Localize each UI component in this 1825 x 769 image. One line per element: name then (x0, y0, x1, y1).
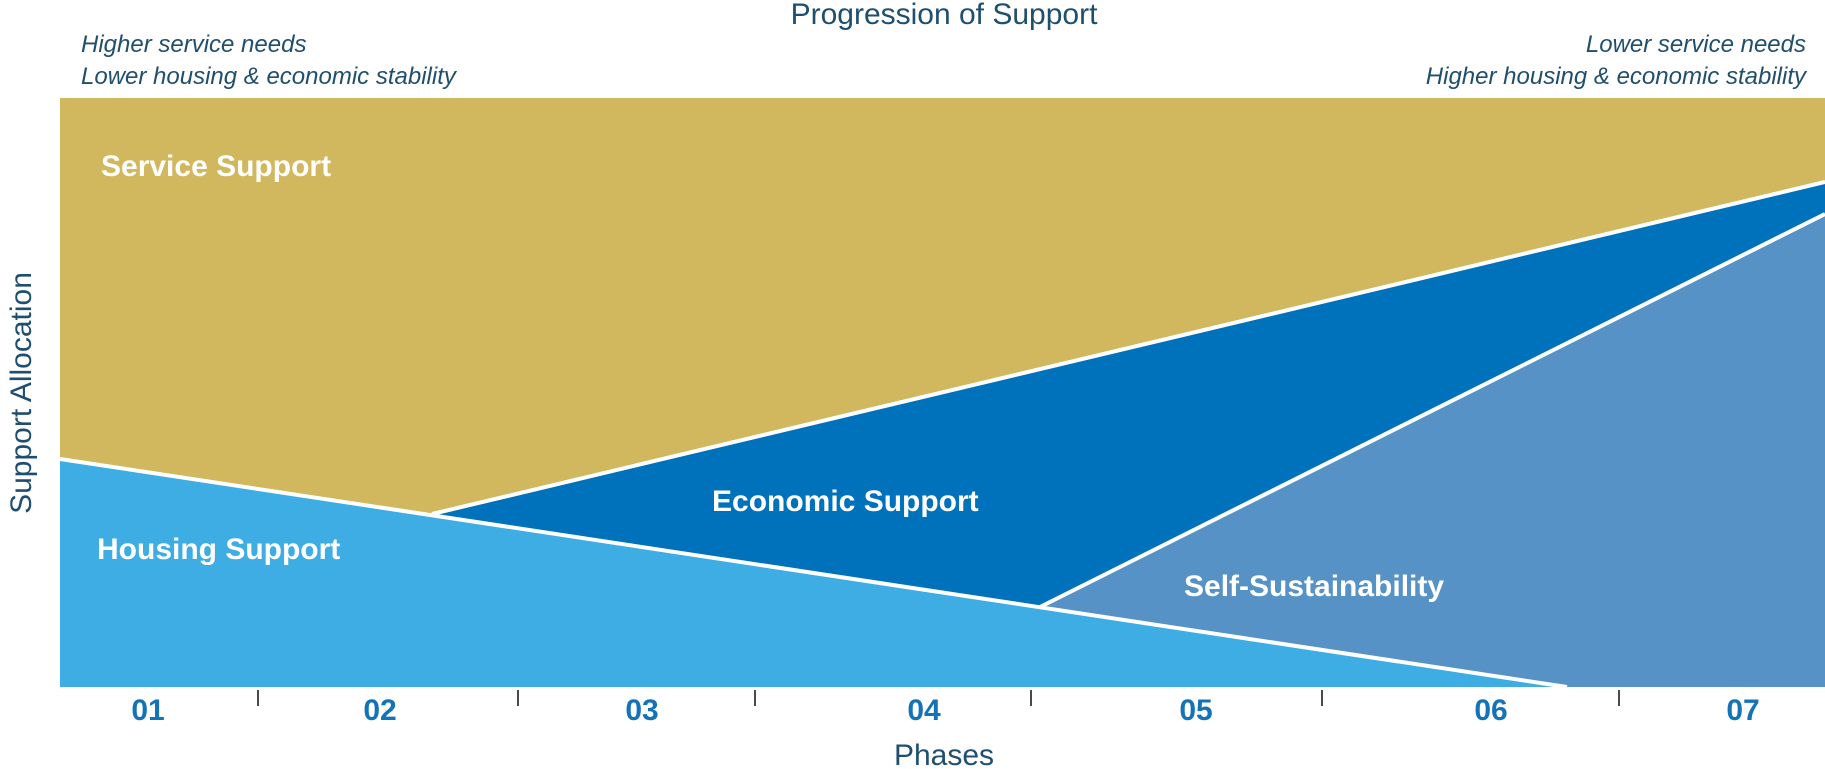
housing-boundary (59, 457, 1568, 689)
left-note-line-1: Higher service needs (81, 31, 306, 58)
x-tick-label-05: 05 (1179, 694, 1212, 727)
chart-title: Progression of Support (791, 0, 1099, 31)
right-note-line-1: Lower service needs (1586, 31, 1806, 58)
x-tick-label-07: 07 (1726, 694, 1759, 727)
economic-support-label: Economic Support (712, 485, 979, 518)
housing-support-label: Housing Support (97, 533, 340, 566)
right-note-line-2: Higher housing & economic stability (1426, 63, 1808, 90)
x-tick-label-04: 04 (907, 694, 941, 727)
y-axis-title: Support Allocation (5, 272, 38, 514)
x-tick-label-01: 01 (131, 694, 164, 727)
self-sustainability-label: Self-Sustainability (1184, 570, 1444, 603)
self-sustainability-boundary (1039, 212, 1825, 609)
x-tick-label-02: 02 (363, 694, 396, 727)
left-note-line-2: Lower housing & economic stability (81, 63, 458, 90)
service-support-area (60, 98, 1825, 514)
x-axis-title: Phases (894, 739, 994, 769)
service-economic-boundary (431, 180, 1825, 516)
x-tick-label-03: 03 (625, 694, 658, 727)
service-support-label: Service Support (101, 150, 331, 183)
plot-area (59, 98, 1825, 689)
x-tick-label-06: 06 (1474, 694, 1507, 727)
self-sustainability-area (1040, 214, 1825, 687)
economic-support-area (432, 182, 1825, 607)
